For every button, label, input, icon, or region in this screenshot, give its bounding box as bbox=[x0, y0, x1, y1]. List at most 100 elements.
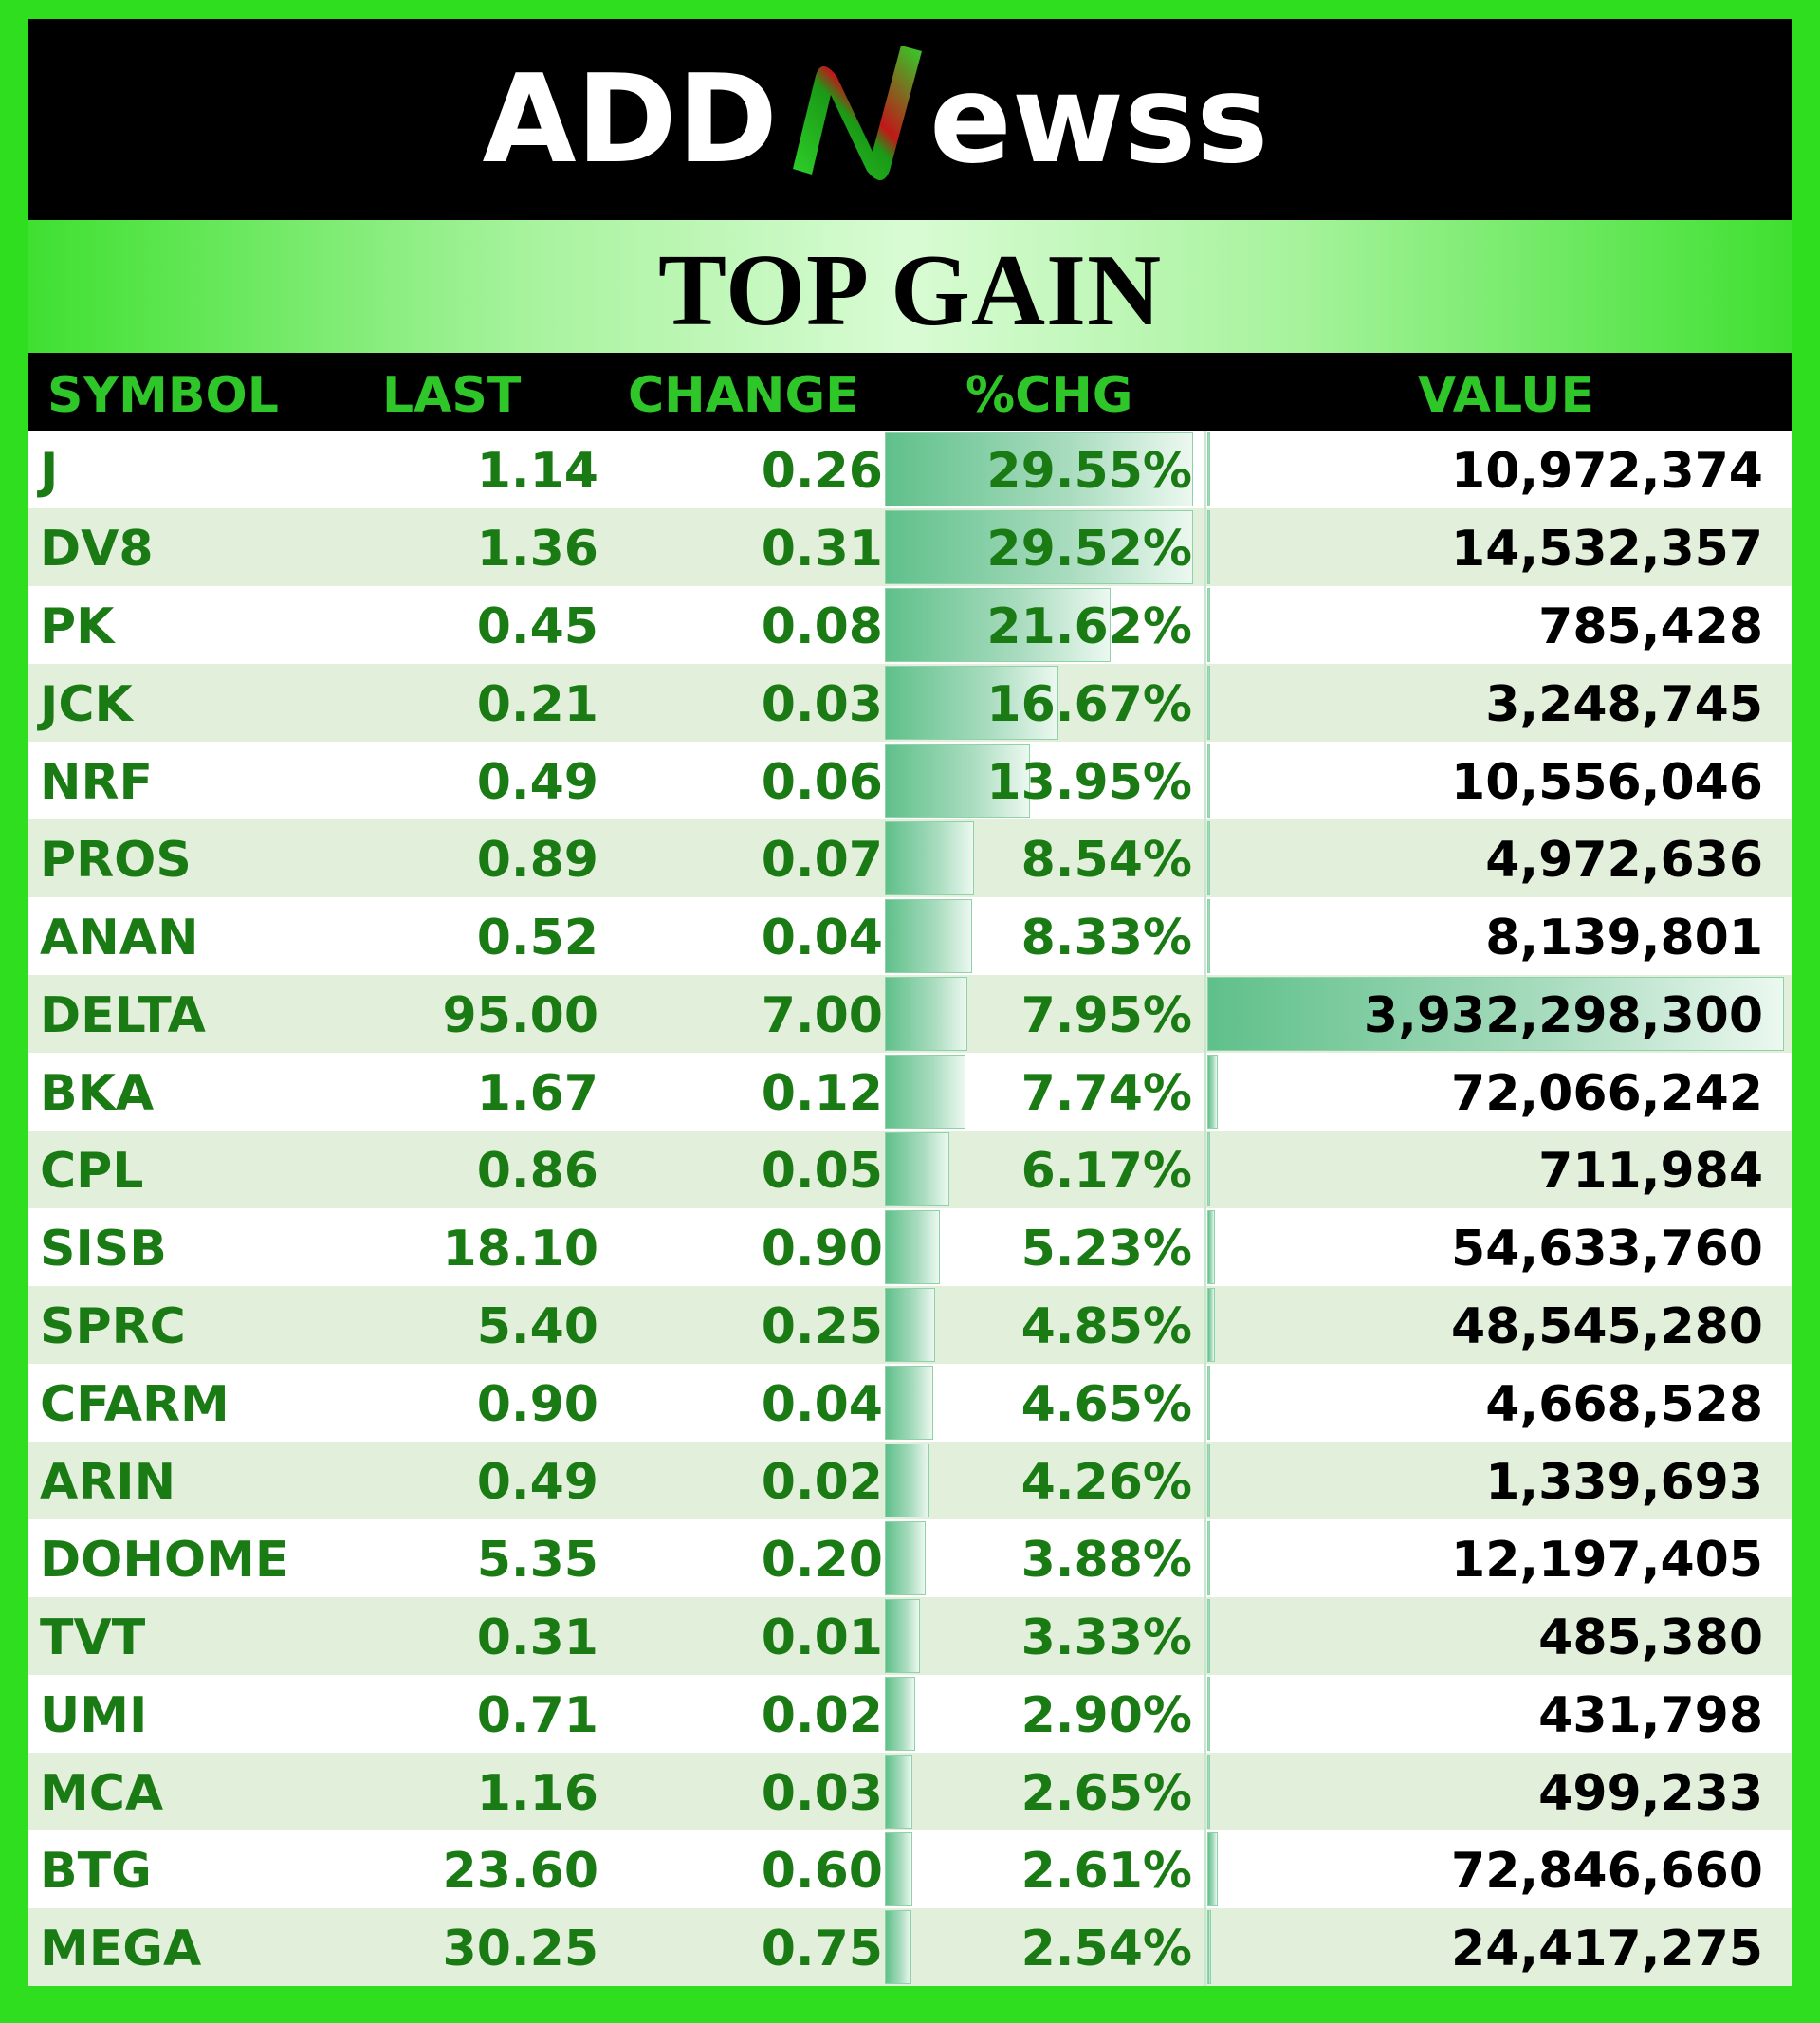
pct-chg-databar bbox=[885, 510, 1193, 584]
column-divider bbox=[1204, 1675, 1206, 1753]
cell-pct-chg: 5.23% bbox=[1020, 1221, 1192, 1278]
cell-value: 10,556,046 bbox=[1451, 754, 1763, 811]
cell-change: 0.03 bbox=[761, 676, 883, 733]
cell-change: 0.03 bbox=[761, 1765, 883, 1822]
value-databar bbox=[1207, 1132, 1210, 1206]
cell-change: 0.04 bbox=[761, 910, 883, 966]
table-header: SYMBOL LAST CHANGE %CHG VALUE bbox=[28, 353, 1792, 431]
column-divider bbox=[1204, 1131, 1206, 1208]
cell-value: 4,972,636 bbox=[1485, 832, 1763, 889]
table-row[interactable]: UMI 0.71 0.02 2.90% 431,798 bbox=[28, 1675, 1792, 1753]
value-databar bbox=[1207, 666, 1210, 740]
table-row[interactable]: BTG 23.60 0.60 2.61% 72,846,660 bbox=[28, 1830, 1792, 1908]
cell-pct-chg: 2.54% bbox=[1020, 1921, 1192, 1977]
cell-pct-chg: 21.62% bbox=[986, 598, 1192, 655]
cell-last: 0.49 bbox=[476, 1454, 598, 1511]
cell-change: 0.25 bbox=[761, 1298, 883, 1355]
cell-last: 5.35 bbox=[476, 1532, 598, 1589]
pct-chg-databar bbox=[885, 1599, 920, 1673]
cell-symbol: SPRC bbox=[40, 1298, 186, 1355]
table-row[interactable]: SISB 18.10 0.90 5.23% 54,633,760 bbox=[28, 1208, 1792, 1286]
cell-last: 95.00 bbox=[442, 987, 598, 1044]
cell-last: 0.52 bbox=[476, 910, 598, 966]
cell-pct-chg: 29.55% bbox=[986, 443, 1192, 500]
top-gain-card: ADD ewss TOP GAIN SYMBOL LAST CHANGE %CH… bbox=[28, 19, 1792, 2004]
cell-change: 0.90 bbox=[761, 1221, 883, 1278]
cell-pct-chg: 4.26% bbox=[1020, 1454, 1192, 1511]
value-databar bbox=[1207, 1599, 1210, 1673]
pct-chg-databar bbox=[885, 1210, 940, 1284]
column-divider bbox=[1204, 1364, 1206, 1442]
pct-chg-databar bbox=[885, 899, 972, 973]
cell-value: 72,066,242 bbox=[1451, 1065, 1763, 1122]
value-databar bbox=[1207, 1210, 1216, 1284]
table-row[interactable]: NRF 0.49 0.06 13.95% 10,556,046 bbox=[28, 742, 1792, 819]
cell-pct-chg: 29.52% bbox=[986, 521, 1192, 578]
cell-pct-chg: 4.65% bbox=[1020, 1376, 1192, 1433]
table-row[interactable]: DOHOME 5.35 0.20 3.88% 12,197,405 bbox=[28, 1519, 1792, 1597]
banner-title: TOP GAIN bbox=[657, 234, 1163, 347]
table-row[interactable]: PK 0.45 0.08 21.62% 785,428 bbox=[28, 586, 1792, 664]
cell-symbol: J bbox=[40, 443, 59, 500]
cell-pct-chg: 16.67% bbox=[986, 676, 1192, 733]
cell-symbol: JCK bbox=[40, 676, 133, 733]
table-row[interactable]: SPRC 5.40 0.25 4.85% 48,545,280 bbox=[28, 1286, 1792, 1364]
cell-value: 499,233 bbox=[1538, 1765, 1763, 1822]
table-row[interactable]: BKA 1.67 0.12 7.74% 72,066,242 bbox=[28, 1053, 1792, 1131]
pct-chg-databar bbox=[885, 666, 1059, 740]
pct-chg-databar bbox=[885, 432, 1194, 506]
cell-symbol: DV8 bbox=[40, 521, 154, 578]
cell-pct-chg: 4.85% bbox=[1020, 1298, 1192, 1355]
cell-value: 4,668,528 bbox=[1485, 1376, 1763, 1433]
table-row[interactable]: ANAN 0.52 0.04 8.33% 8,139,801 bbox=[28, 897, 1792, 975]
col-header-pct-chg: %CHG bbox=[965, 367, 1133, 424]
table-row[interactable]: DV8 1.36 0.31 29.52% 14,532,357 bbox=[28, 508, 1792, 586]
column-divider bbox=[1204, 431, 1206, 508]
table-row[interactable]: CPL 0.86 0.05 6.17% 711,984 bbox=[28, 1131, 1792, 1208]
cell-last: 0.45 bbox=[476, 598, 598, 655]
cell-symbol: DELTA bbox=[40, 987, 206, 1044]
column-divider bbox=[1204, 1830, 1206, 1908]
cell-change: 0.12 bbox=[761, 1065, 883, 1122]
table-row[interactable]: ARIN 0.49 0.02 4.26% 1,339,693 bbox=[28, 1442, 1792, 1519]
cell-last: 0.71 bbox=[476, 1687, 598, 1744]
table-row[interactable]: J 1.14 0.26 29.55% 10,972,374 bbox=[28, 431, 1792, 508]
column-divider bbox=[1204, 586, 1206, 664]
table-row[interactable]: DELTA 95.00 7.00 7.95% 3,932,298,300 bbox=[28, 975, 1792, 1053]
column-divider bbox=[1204, 897, 1206, 975]
cell-pct-chg: 7.95% bbox=[1020, 987, 1192, 1044]
cell-pct-chg: 2.61% bbox=[1020, 1843, 1192, 1900]
value-databar bbox=[1207, 1444, 1210, 1517]
column-divider bbox=[1204, 508, 1206, 586]
table-row[interactable]: MEGA 30.25 0.75 2.54% 24,417,275 bbox=[28, 1908, 1792, 1986]
column-divider bbox=[1204, 1286, 1206, 1364]
value-databar bbox=[1207, 1910, 1211, 1984]
value-databar bbox=[1207, 821, 1210, 895]
cell-value: 3,932,298,300 bbox=[1363, 987, 1763, 1044]
pct-chg-databar bbox=[885, 1521, 926, 1595]
cell-change: 0.08 bbox=[761, 598, 883, 655]
cell-last: 30.25 bbox=[442, 1921, 598, 1977]
cell-symbol: MEGA bbox=[40, 1921, 202, 1977]
cell-last: 0.90 bbox=[476, 1376, 598, 1433]
cell-change: 0.02 bbox=[761, 1454, 883, 1511]
table-row[interactable]: PROS 0.89 0.07 8.54% 4,972,636 bbox=[28, 819, 1792, 897]
cell-change: 0.02 bbox=[761, 1687, 883, 1744]
table-row[interactable]: JCK 0.21 0.03 16.67% 3,248,745 bbox=[28, 664, 1792, 742]
logo-text-left: ADD bbox=[482, 49, 778, 191]
column-divider bbox=[1204, 1208, 1206, 1286]
table-row[interactable]: TVT 0.31 0.01 3.33% 485,380 bbox=[28, 1597, 1792, 1675]
cell-symbol: BTG bbox=[40, 1843, 152, 1900]
table-row[interactable]: CFARM 0.90 0.04 4.65% 4,668,528 bbox=[28, 1364, 1792, 1442]
cell-last: 1.67 bbox=[476, 1065, 598, 1122]
cell-symbol: SISB bbox=[40, 1221, 167, 1278]
cell-last: 0.31 bbox=[476, 1609, 598, 1666]
cell-pct-chg: 3.88% bbox=[1020, 1532, 1192, 1589]
table-row[interactable]: MCA 1.16 0.03 2.65% 499,233 bbox=[28, 1753, 1792, 1830]
cell-last: 1.14 bbox=[476, 443, 598, 500]
value-databar bbox=[1207, 588, 1210, 662]
cell-value: 431,798 bbox=[1538, 1687, 1763, 1744]
column-divider bbox=[1204, 1442, 1206, 1519]
pct-chg-databar bbox=[885, 1677, 915, 1751]
cell-value: 3,248,745 bbox=[1485, 676, 1763, 733]
